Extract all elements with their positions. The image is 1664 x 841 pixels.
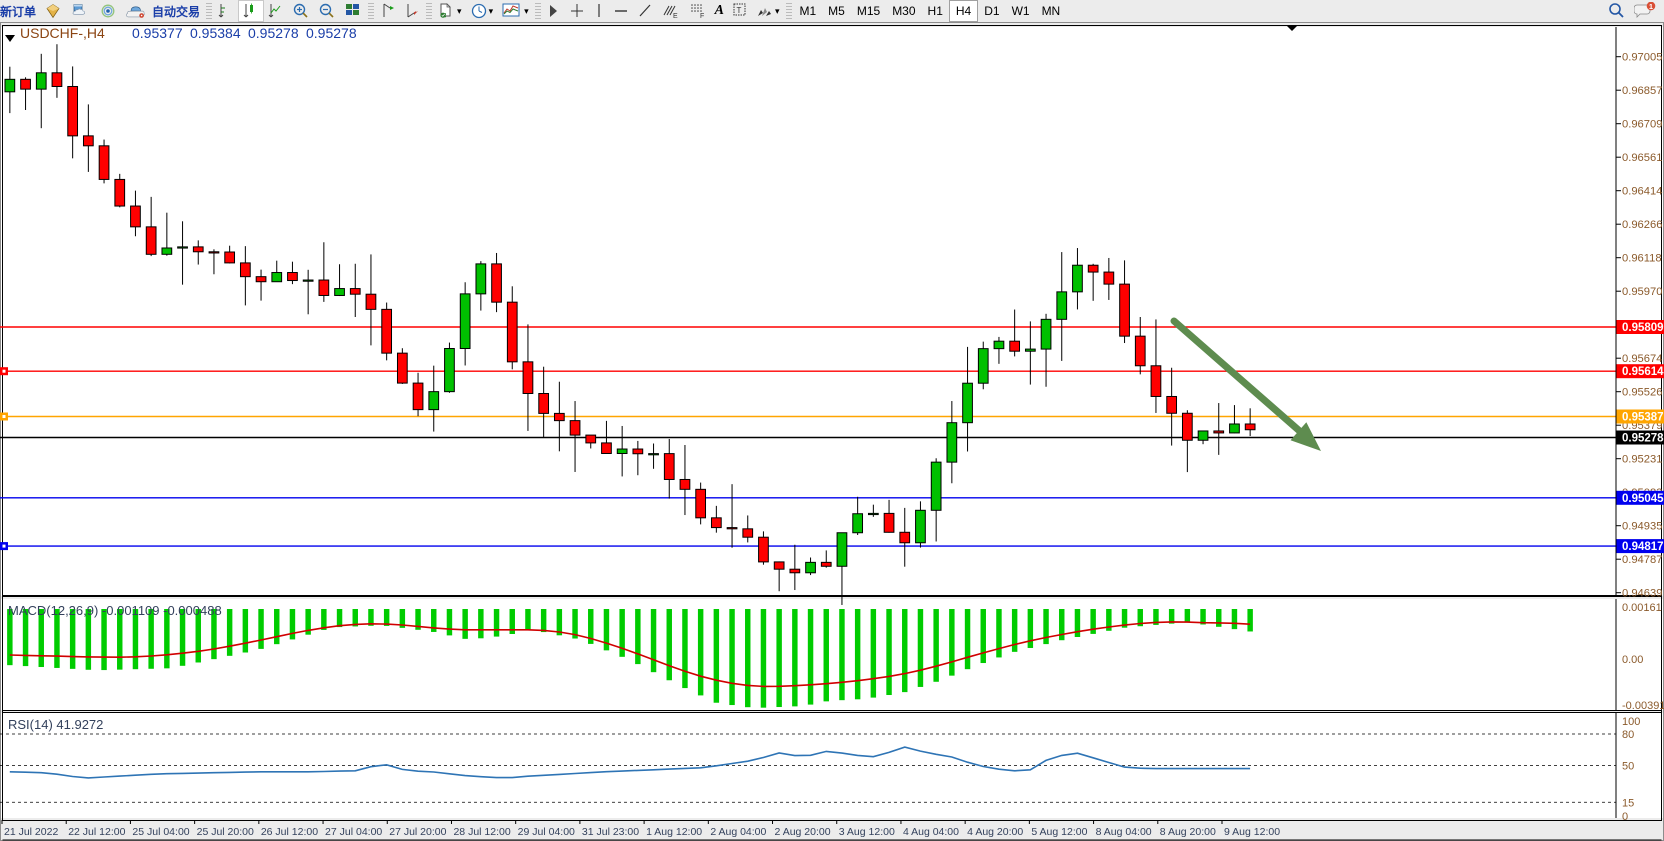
svg-text:1 Aug 12:00: 1 Aug 12:00 <box>646 826 702 838</box>
svg-text:100: 100 <box>1622 716 1640 728</box>
svg-text:0.97005: 0.97005 <box>1622 52 1662 64</box>
svg-text:0.95278: 0.95278 <box>306 25 357 41</box>
svg-text:0.96414: 0.96414 <box>1622 186 1662 198</box>
svg-text:0.95970: 0.95970 <box>1622 286 1662 298</box>
svg-text:21 Jul 2022: 21 Jul 2022 <box>4 826 58 838</box>
svg-text:0.95809: 0.95809 <box>1622 322 1664 334</box>
svg-text:22 Jul 12:00: 22 Jul 12:00 <box>68 826 125 838</box>
svg-text:0.95278: 0.95278 <box>1622 433 1664 445</box>
svg-text:2 Aug 20:00: 2 Aug 20:00 <box>775 826 831 838</box>
svg-text:0.94817: 0.94817 <box>1622 541 1664 553</box>
svg-text:0.95614: 0.95614 <box>1622 366 1664 378</box>
svg-text:29 Jul 04:00: 29 Jul 04:00 <box>518 826 575 838</box>
svg-text:4 Aug 20:00: 4 Aug 20:00 <box>967 826 1023 838</box>
svg-text:50: 50 <box>1622 761 1634 773</box>
svg-text:27 Jul 04:00: 27 Jul 04:00 <box>325 826 382 838</box>
svg-text:0.94787: 0.94787 <box>1622 554 1662 566</box>
svg-text:0.96709: 0.96709 <box>1622 119 1662 131</box>
svg-text:0.95384: 0.95384 <box>190 25 241 41</box>
svg-text:3 Aug 12:00: 3 Aug 12:00 <box>839 826 895 838</box>
svg-text:8 Aug 20:00: 8 Aug 20:00 <box>1160 826 1216 838</box>
svg-text:MACD(12,26,9) -0.001109 -0.000: MACD(12,26,9) -0.001109 -0.000488 <box>8 603 222 618</box>
svg-text:2 Aug 04:00: 2 Aug 04:00 <box>710 826 766 838</box>
svg-text:0.96857: 0.96857 <box>1622 85 1662 97</box>
svg-text:26 Jul 12:00: 26 Jul 12:00 <box>261 826 318 838</box>
svg-text:0.00161: 0.00161 <box>1622 602 1662 614</box>
svg-text:0.95387: 0.95387 <box>1622 412 1664 424</box>
svg-text:0.95526: 0.95526 <box>1622 387 1662 399</box>
svg-text:80: 80 <box>1622 729 1634 741</box>
svg-text:27 Jul 20:00: 27 Jul 20:00 <box>389 826 446 838</box>
svg-text:31 Jul 23:00: 31 Jul 23:00 <box>582 826 639 838</box>
svg-text:0.95231: 0.95231 <box>1622 454 1662 466</box>
svg-text:0.96266: 0.96266 <box>1622 219 1662 231</box>
svg-text:9 Aug 12:00: 9 Aug 12:00 <box>1224 826 1280 838</box>
svg-text:0.94935: 0.94935 <box>1622 521 1662 533</box>
svg-text:-0.00391: -0.00391 <box>1622 700 1664 712</box>
svg-text:4 Aug 04:00: 4 Aug 04:00 <box>903 826 959 838</box>
svg-text:25 Jul 04:00: 25 Jul 04:00 <box>132 826 189 838</box>
svg-text:0.00: 0.00 <box>1622 654 1643 666</box>
svg-text:0.96118: 0.96118 <box>1622 253 1662 265</box>
svg-text:USDCHF-,H4: USDCHF-,H4 <box>20 25 105 41</box>
svg-text:5 Aug 12:00: 5 Aug 12:00 <box>1031 826 1087 838</box>
svg-text:0.95045: 0.95045 <box>1622 493 1664 505</box>
svg-text:28 Jul 12:00: 28 Jul 12:00 <box>453 826 510 838</box>
svg-text:0.96561: 0.96561 <box>1622 152 1662 164</box>
svg-text:25 Jul 20:00: 25 Jul 20:00 <box>197 826 254 838</box>
svg-text:0.95377: 0.95377 <box>132 25 183 41</box>
svg-text:0.95674: 0.95674 <box>1622 353 1662 365</box>
svg-text:15: 15 <box>1622 797 1634 809</box>
svg-text:0.95278: 0.95278 <box>248 25 299 41</box>
svg-text:0: 0 <box>1622 811 1628 823</box>
svg-text:0.94639: 0.94639 <box>1622 588 1662 600</box>
svg-text:8 Aug 04:00: 8 Aug 04:00 <box>1096 826 1152 838</box>
svg-text:RSI(14) 41.9272: RSI(14) 41.9272 <box>8 717 103 732</box>
